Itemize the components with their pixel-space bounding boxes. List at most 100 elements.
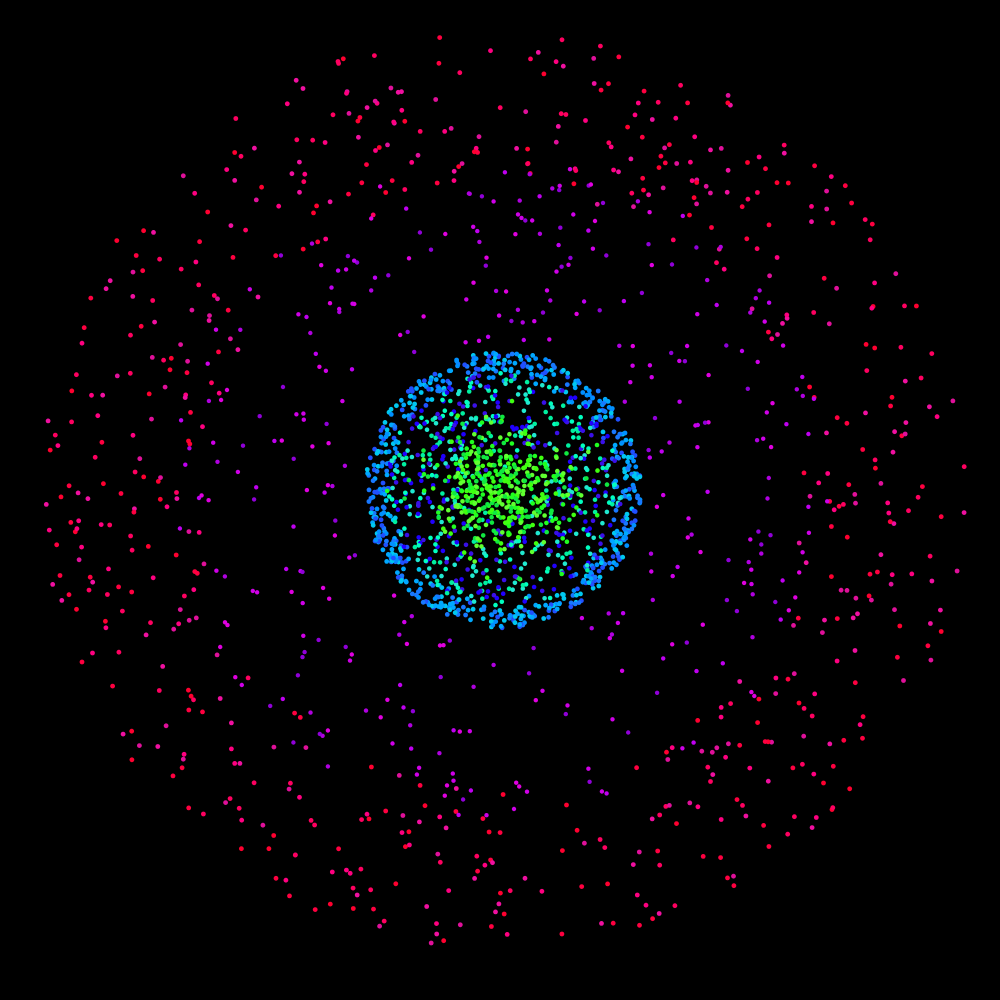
outer-ring-particle (841, 502, 846, 507)
sphere-interior-particle (531, 584, 537, 590)
outer-ring-particle (482, 862, 488, 868)
sphere-interior-particle (594, 555, 600, 561)
middle-halo-particle (661, 656, 666, 661)
sphere-shell-particle (508, 366, 514, 372)
sphere-interior-particle (585, 545, 591, 550)
outer-ring-particle (415, 152, 421, 158)
middle-halo-particle (724, 597, 730, 603)
outer-ring-particle (146, 391, 152, 397)
sphere-interior-particle (395, 507, 401, 512)
outer-ring-particle (177, 607, 183, 612)
outer-ring-particle (842, 183, 848, 189)
middle-halo-particle (515, 307, 521, 312)
sphere-interior-particle (568, 395, 573, 401)
middle-halo-particle (268, 703, 273, 709)
sphere-interior-particle (401, 544, 407, 550)
sphere-shell-particle (541, 616, 547, 621)
middle-halo-particle (574, 311, 579, 317)
sphere-shell-particle (598, 560, 604, 566)
middle-halo-particle (406, 256, 412, 261)
sphere-interior-particle (593, 503, 598, 509)
middle-halo-particle (749, 581, 754, 587)
sphere-shell-particle (608, 410, 614, 416)
core-particle (421, 488, 427, 494)
sphere-shell-particle (536, 363, 542, 369)
sphere-interior-particle (499, 599, 505, 604)
sphere-shell-particle (624, 473, 629, 479)
sphere-interior-particle (517, 385, 522, 390)
sphere-interior-particle (589, 420, 594, 426)
sphere-shell-particle (388, 406, 394, 412)
sphere-interior-particle (447, 385, 452, 391)
sphere-shell-particle (401, 402, 407, 408)
middle-halo-particle (280, 696, 285, 702)
outer-ring-particle (437, 859, 443, 865)
sphere-shell-particle (533, 356, 539, 361)
outer-ring-particle (230, 255, 236, 260)
core-particle (489, 520, 495, 525)
outer-ring-particle (929, 351, 935, 356)
middle-halo-particle (397, 682, 403, 688)
sphere-interior-particle (416, 535, 422, 540)
outer-ring-particle (308, 818, 314, 823)
outer-ring-particle (669, 745, 675, 751)
outer-ring-particle (170, 773, 176, 779)
outer-ring-particle (853, 500, 858, 506)
sphere-shell-particle (580, 579, 586, 585)
middle-halo-particle (635, 199, 641, 204)
middle-halo-particle (477, 239, 482, 245)
sphere-interior-particle (417, 472, 423, 477)
core-particle (484, 575, 490, 580)
middle-halo-particle (691, 740, 696, 745)
core-particle (504, 437, 510, 443)
sphere-shell-particle (517, 622, 523, 627)
sphere-shell-particle (433, 603, 438, 609)
sphere-shell-particle (394, 403, 399, 409)
sphere-interior-particle (448, 398, 453, 404)
outer-ring-particle (709, 749, 715, 755)
outer-ring-particle (266, 846, 272, 852)
outer-ring-particle (79, 340, 85, 346)
outer-ring-particle (156, 688, 162, 693)
sphere-interior-particle (560, 388, 565, 393)
outer-ring-particle (327, 199, 333, 205)
core-particle (568, 464, 573, 470)
sphere-shell-particle (561, 596, 567, 601)
sphere-shell-particle (578, 591, 583, 597)
sphere-shell-particle (543, 602, 548, 608)
outer-ring-particle (157, 496, 163, 502)
outer-ring-particle (58, 494, 64, 500)
sphere-interior-particle (598, 541, 603, 546)
sphere-shell-particle (454, 357, 459, 363)
sphere-interior-particle (473, 417, 478, 422)
outer-ring-particle (356, 134, 361, 140)
sphere-interior-particle (450, 427, 456, 432)
core-particle (530, 522, 535, 528)
sphere-interior-particle (467, 377, 472, 382)
middle-halo-particle (240, 443, 246, 448)
sphere-interior-particle (583, 465, 589, 471)
middle-halo-particle (748, 310, 753, 315)
middle-halo-particle (327, 301, 333, 306)
core-particle (492, 463, 497, 468)
core-particle (402, 496, 407, 501)
sphere-interior-particle (521, 408, 527, 414)
outer-ring-particle (773, 675, 779, 681)
outer-ring-particle (81, 325, 87, 331)
outer-ring-particle (897, 623, 903, 629)
outer-ring-particle (563, 112, 569, 117)
middle-halo-particle (327, 596, 332, 601)
outer-ring-particle (346, 111, 352, 116)
middle-halo-particle (300, 654, 305, 660)
outer-ring-particle (186, 687, 191, 693)
middle-halo-particle (659, 449, 664, 454)
middle-halo-particle (211, 440, 216, 445)
middle-halo-particle (620, 611, 626, 616)
sphere-interior-particle (606, 463, 611, 468)
sphere-interior-particle (485, 384, 491, 389)
outer-ring-particle (127, 370, 133, 376)
middle-halo-particle (491, 662, 496, 668)
outer-ring-particle (442, 129, 448, 134)
outer-ring-particle (118, 491, 124, 496)
core-particle (574, 505, 579, 510)
